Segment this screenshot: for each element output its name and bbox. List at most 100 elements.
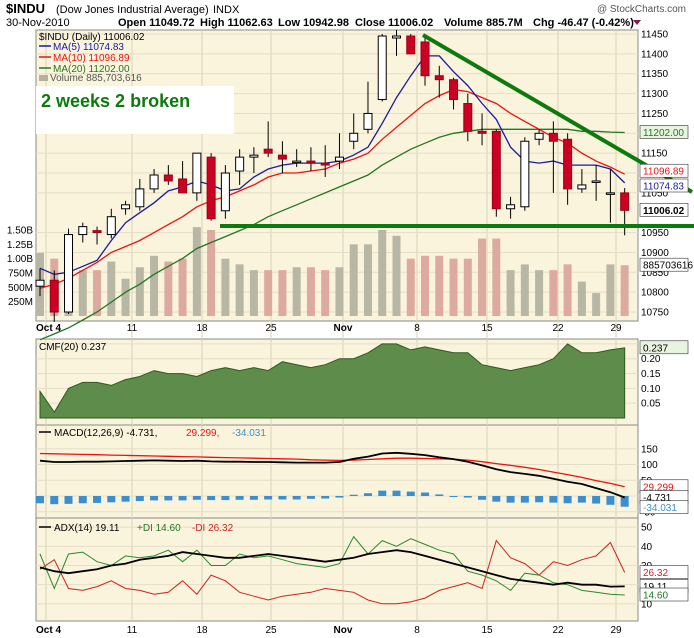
price-tick-label: 10850 xyxy=(641,268,669,279)
candlesticks xyxy=(35,30,630,322)
volume-bar xyxy=(107,261,116,316)
macd-histogram-bar xyxy=(36,496,44,504)
ma10-line xyxy=(39,88,625,289)
candle-body xyxy=(306,160,316,164)
volume-bar xyxy=(421,255,430,316)
cmf-area xyxy=(39,343,626,419)
volume-bar xyxy=(535,270,544,316)
volume-tick-label: 1.00B xyxy=(7,254,33,265)
candle-body xyxy=(349,132,359,142)
candle-body xyxy=(434,75,444,81)
candle-body xyxy=(292,160,302,164)
volume-bar xyxy=(506,270,515,316)
volume-bar xyxy=(492,238,501,316)
candle-body xyxy=(605,192,615,195)
candle-body xyxy=(420,41,430,77)
volume-bar xyxy=(449,258,458,316)
volume-bar xyxy=(249,270,258,316)
macd-histogram-bar xyxy=(520,496,529,503)
volume-bar xyxy=(335,267,344,316)
cmf-box xyxy=(639,340,689,355)
macd-histogram-bar xyxy=(577,496,586,503)
volume-bar xyxy=(549,270,558,316)
candle-body xyxy=(320,162,330,166)
candle-body xyxy=(406,35,416,55)
close-value: 11006.02 xyxy=(643,206,685,217)
ma10-box xyxy=(639,163,689,178)
macd-panel xyxy=(35,424,639,519)
macd-histogram-bar xyxy=(435,494,444,496)
chart-symbol: $INDU xyxy=(6,1,45,16)
macd-histogram-bar xyxy=(192,496,201,500)
watermark: @ StockCharts.com xyxy=(597,4,686,15)
adx-legend: ADX(14) 19.11 xyxy=(54,523,120,534)
header-open: Open 11049.72 xyxy=(118,17,194,29)
volume-bar xyxy=(78,270,87,316)
candle-body xyxy=(106,216,116,236)
price-tick-label: 11350 xyxy=(641,69,669,80)
candle-body xyxy=(35,279,45,287)
ma20-box xyxy=(639,125,689,139)
macd-histogram-bar xyxy=(164,496,173,501)
candle-body xyxy=(548,132,558,142)
volume-tick-label: 500M xyxy=(8,283,33,294)
candle-body xyxy=(178,178,188,194)
candle-body xyxy=(277,154,287,160)
macd-histogram-bar xyxy=(207,496,216,501)
candle-body xyxy=(392,35,401,39)
header-high: High 11062.63 xyxy=(200,17,273,29)
macd-histogram-bar xyxy=(449,496,458,497)
volume-box xyxy=(639,257,689,272)
cmf-area-path xyxy=(39,343,626,419)
ma20-line xyxy=(39,128,625,341)
x-axis-label-top: 25 xyxy=(265,323,277,334)
ma10-legend: MA(10) 11096.89 xyxy=(53,53,130,64)
macd-histogram-bar xyxy=(421,492,430,496)
candle-body xyxy=(363,112,373,130)
price-tick-label: 10950 xyxy=(641,228,669,239)
candle-body xyxy=(249,154,259,158)
cmf-tick-label: 0.10 xyxy=(641,384,661,395)
adx-lines xyxy=(39,535,626,605)
adx-value: 19.11 xyxy=(643,582,668,593)
macd-histogram-bar xyxy=(321,496,330,499)
ma5-value: 11074.83 xyxy=(643,182,684,193)
volume-bar xyxy=(463,258,472,316)
macd-histogram-bar xyxy=(592,496,601,504)
header-change: Chg -46.47 (-0.42%) xyxy=(533,17,634,29)
x-axis-label-bottom: 25 xyxy=(265,625,277,636)
macd-histogram-bar xyxy=(535,496,544,503)
ma5-legend: MA(5) 11074.83 xyxy=(53,42,124,53)
candle-body xyxy=(263,148,273,154)
macd-histogram-bar xyxy=(50,496,59,505)
cmf-value: 0.237 xyxy=(643,343,668,354)
volume-tick-label: 250M xyxy=(8,297,33,308)
macd-histogram-bar xyxy=(121,496,130,502)
volume-legend: Volume 885,703,616 xyxy=(50,73,142,84)
candle-body xyxy=(220,172,230,212)
volume-bar xyxy=(577,281,586,316)
cmf-legend: CMF(20) 0.237 xyxy=(39,342,107,353)
volume-bar xyxy=(378,230,387,316)
ma20-legend: MA(20) 11202.00 xyxy=(53,64,130,75)
macd-tick-label: 150 xyxy=(641,444,658,455)
volume-bar xyxy=(406,258,415,316)
x-axis-label-top: 11 xyxy=(127,323,138,334)
macd-histogram-bar xyxy=(292,496,301,500)
adx-tick-label: 50 xyxy=(641,523,653,534)
cmf-tick-label: 0.20 xyxy=(641,354,661,365)
candle-body xyxy=(491,130,501,210)
candle-body xyxy=(192,152,202,194)
candle-body xyxy=(563,138,573,190)
volume-bar xyxy=(435,255,444,316)
candle-body xyxy=(206,156,216,220)
header-volume: Volume 885.7M xyxy=(444,17,523,29)
x-axis-label-bottom: 29 xyxy=(610,625,622,636)
annotation-text: 2 weeks 2 broken xyxy=(41,91,190,111)
cmf-tick-label: 0.15 xyxy=(641,369,661,380)
volume-bar xyxy=(392,235,401,316)
candle-body xyxy=(506,204,516,210)
x-axis-label-top: 22 xyxy=(552,323,564,334)
volume-bar xyxy=(520,264,529,316)
